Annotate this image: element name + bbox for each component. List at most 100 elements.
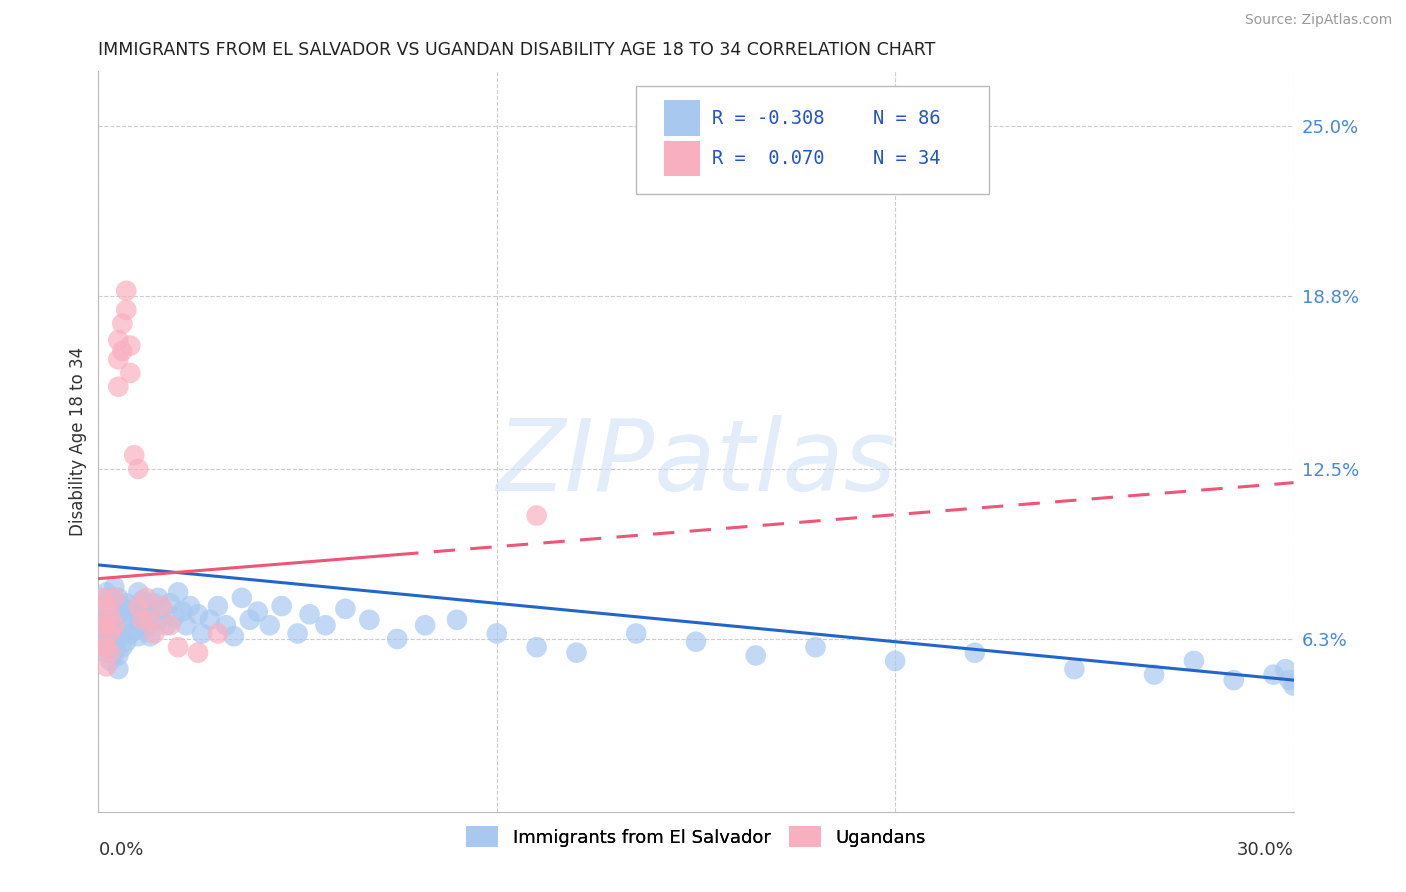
- Point: [139, 629, 162, 643]
- Point: [96, 640, 118, 655]
- Point: [107, 591, 129, 605]
- Point: [150, 599, 173, 613]
- Point: [298, 607, 321, 622]
- Legend: Immigrants from El Salvador, Ugandans: Immigrants from El Salvador, Ugandans: [458, 819, 934, 855]
- Point: [98, 626, 122, 640]
- Point: [270, 599, 292, 613]
- Point: [115, 302, 138, 317]
- Point: [96, 626, 118, 640]
- Point: [385, 632, 409, 646]
- Point: [96, 585, 118, 599]
- Point: [111, 640, 134, 655]
- Point: [96, 618, 118, 632]
- FancyBboxPatch shape: [664, 100, 700, 136]
- Point: [148, 613, 170, 627]
- Point: [107, 632, 129, 646]
- Point: [626, 626, 648, 640]
- Point: [135, 591, 157, 605]
- Point: [107, 662, 129, 676]
- Point: [131, 593, 153, 607]
- Point: [143, 626, 166, 640]
- Point: [103, 646, 125, 660]
- Point: [127, 585, 149, 599]
- Point: [91, 618, 114, 632]
- Point: [98, 613, 122, 627]
- Point: [446, 613, 468, 627]
- Point: [191, 626, 214, 640]
- Point: [159, 618, 181, 632]
- Point: [107, 648, 129, 663]
- Point: [222, 629, 245, 643]
- Point: [98, 646, 122, 660]
- Text: 0.0%: 0.0%: [98, 841, 143, 859]
- Point: [103, 591, 125, 605]
- FancyBboxPatch shape: [637, 87, 988, 194]
- Point: [120, 605, 142, 619]
- Point: [413, 618, 436, 632]
- Point: [215, 618, 238, 632]
- Point: [139, 607, 162, 622]
- Text: N = 34: N = 34: [873, 149, 941, 169]
- Point: [207, 599, 229, 613]
- Point: [98, 654, 122, 668]
- Point: [163, 610, 186, 624]
- Text: N = 86: N = 86: [873, 109, 941, 128]
- Point: [120, 338, 142, 352]
- Point: [246, 605, 269, 619]
- Point: [107, 352, 129, 367]
- Point: [1143, 667, 1166, 681]
- Point: [115, 634, 138, 648]
- Point: [103, 626, 125, 640]
- Point: [565, 646, 588, 660]
- Point: [187, 607, 209, 622]
- Point: [155, 618, 177, 632]
- Point: [148, 591, 170, 605]
- Point: [143, 596, 166, 610]
- Point: [207, 626, 229, 640]
- Point: [685, 634, 707, 648]
- Point: [239, 613, 262, 627]
- Point: [96, 599, 118, 613]
- Point: [103, 580, 125, 594]
- Text: IMMIGRANTS FROM EL SALVADOR VS UGANDAN DISABILITY AGE 18 TO 34 CORRELATION CHART: IMMIGRANTS FROM EL SALVADOR VS UGANDAN D…: [98, 41, 936, 59]
- Point: [135, 599, 157, 613]
- Point: [287, 626, 309, 640]
- Point: [107, 380, 129, 394]
- Point: [1063, 662, 1085, 676]
- Point: [745, 648, 768, 663]
- Point: [96, 659, 118, 673]
- Point: [96, 607, 118, 622]
- Point: [485, 626, 508, 640]
- Point: [103, 605, 125, 619]
- Point: [124, 448, 146, 462]
- Text: ZIPatlas: ZIPatlas: [496, 416, 896, 512]
- Point: [1182, 654, 1205, 668]
- Text: Source: ZipAtlas.com: Source: ZipAtlas.com: [1244, 13, 1392, 28]
- Point: [98, 591, 122, 605]
- Point: [159, 596, 181, 610]
- Point: [131, 613, 153, 627]
- Point: [115, 596, 138, 610]
- Point: [127, 607, 149, 622]
- Point: [174, 618, 197, 632]
- Point: [91, 618, 114, 632]
- Point: [115, 615, 138, 630]
- Point: [139, 613, 162, 627]
- Point: [120, 366, 142, 380]
- Point: [91, 634, 114, 648]
- Y-axis label: Disability Age 18 to 34: Disability Age 18 to 34: [69, 347, 87, 536]
- Point: [91, 599, 114, 613]
- Point: [359, 613, 381, 627]
- Point: [120, 626, 142, 640]
- Text: R = -0.308: R = -0.308: [711, 109, 824, 128]
- Point: [103, 618, 125, 632]
- Point: [91, 591, 114, 605]
- Point: [172, 605, 194, 619]
- Point: [111, 344, 134, 359]
- Point: [526, 640, 548, 655]
- Point: [111, 317, 134, 331]
- Point: [179, 599, 201, 613]
- Point: [98, 607, 122, 622]
- Point: [315, 618, 337, 632]
- Point: [127, 599, 149, 613]
